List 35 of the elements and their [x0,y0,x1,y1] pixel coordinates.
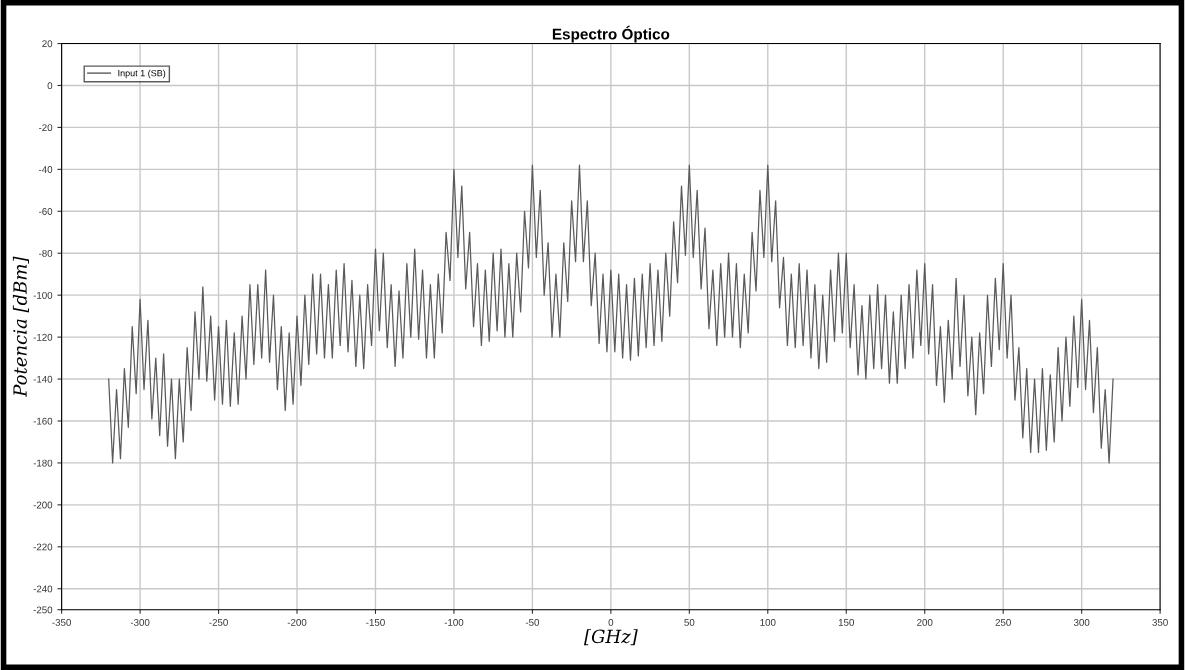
x-tick-label: 300 [1073,618,1090,626]
y-tick-label: -20 [38,124,53,132]
x-tick-label: -150 [366,618,385,626]
line-series [108,164,1114,464]
y-tick-label: -140 [33,375,53,383]
y-tick-label: -60 [38,208,53,215]
x-tick-label: -250 [209,618,228,626]
y-tick-label: -220 [33,543,53,551]
x-tick-label: 350 [1152,618,1168,626]
y-tick-label: 0 [47,82,53,90]
chart-title: Espectro Óptico [552,25,670,43]
x-tick-label: 250 [995,618,1011,626]
y-axis-title: Potencia [dBm] [12,256,29,398]
y-tick-label: 20 [42,40,53,48]
y-tick-label: -100 [33,291,53,299]
x-axis-title: [GHz] [583,629,638,646]
x-tick-label: -100 [444,618,464,626]
x-tick-label: -300 [130,618,150,626]
x-tick-label: 50 [684,618,695,626]
y-tick-label: -40 [38,166,53,173]
legend-label: Input 1 (SB) [118,69,166,79]
y-tick-label: -240 [33,585,53,593]
x-tick-label: -350 [52,618,71,626]
x-tick-label: -200 [287,618,307,626]
x-tick-label: 0 [608,618,614,626]
x-tick-label: 200 [917,618,933,626]
y-tick-label: -80 [38,249,53,257]
y-tick-label: -200 [33,501,53,509]
y-tick-label: -250 [33,606,53,614]
y-tick-label: -180 [33,459,53,467]
y-tick-label: -120 [33,333,53,341]
x-tick-label: -50 [525,618,540,626]
x-tick-label: 150 [838,618,854,626]
y-tick-label: -160 [33,417,53,425]
x-tick-label: 100 [760,618,776,626]
